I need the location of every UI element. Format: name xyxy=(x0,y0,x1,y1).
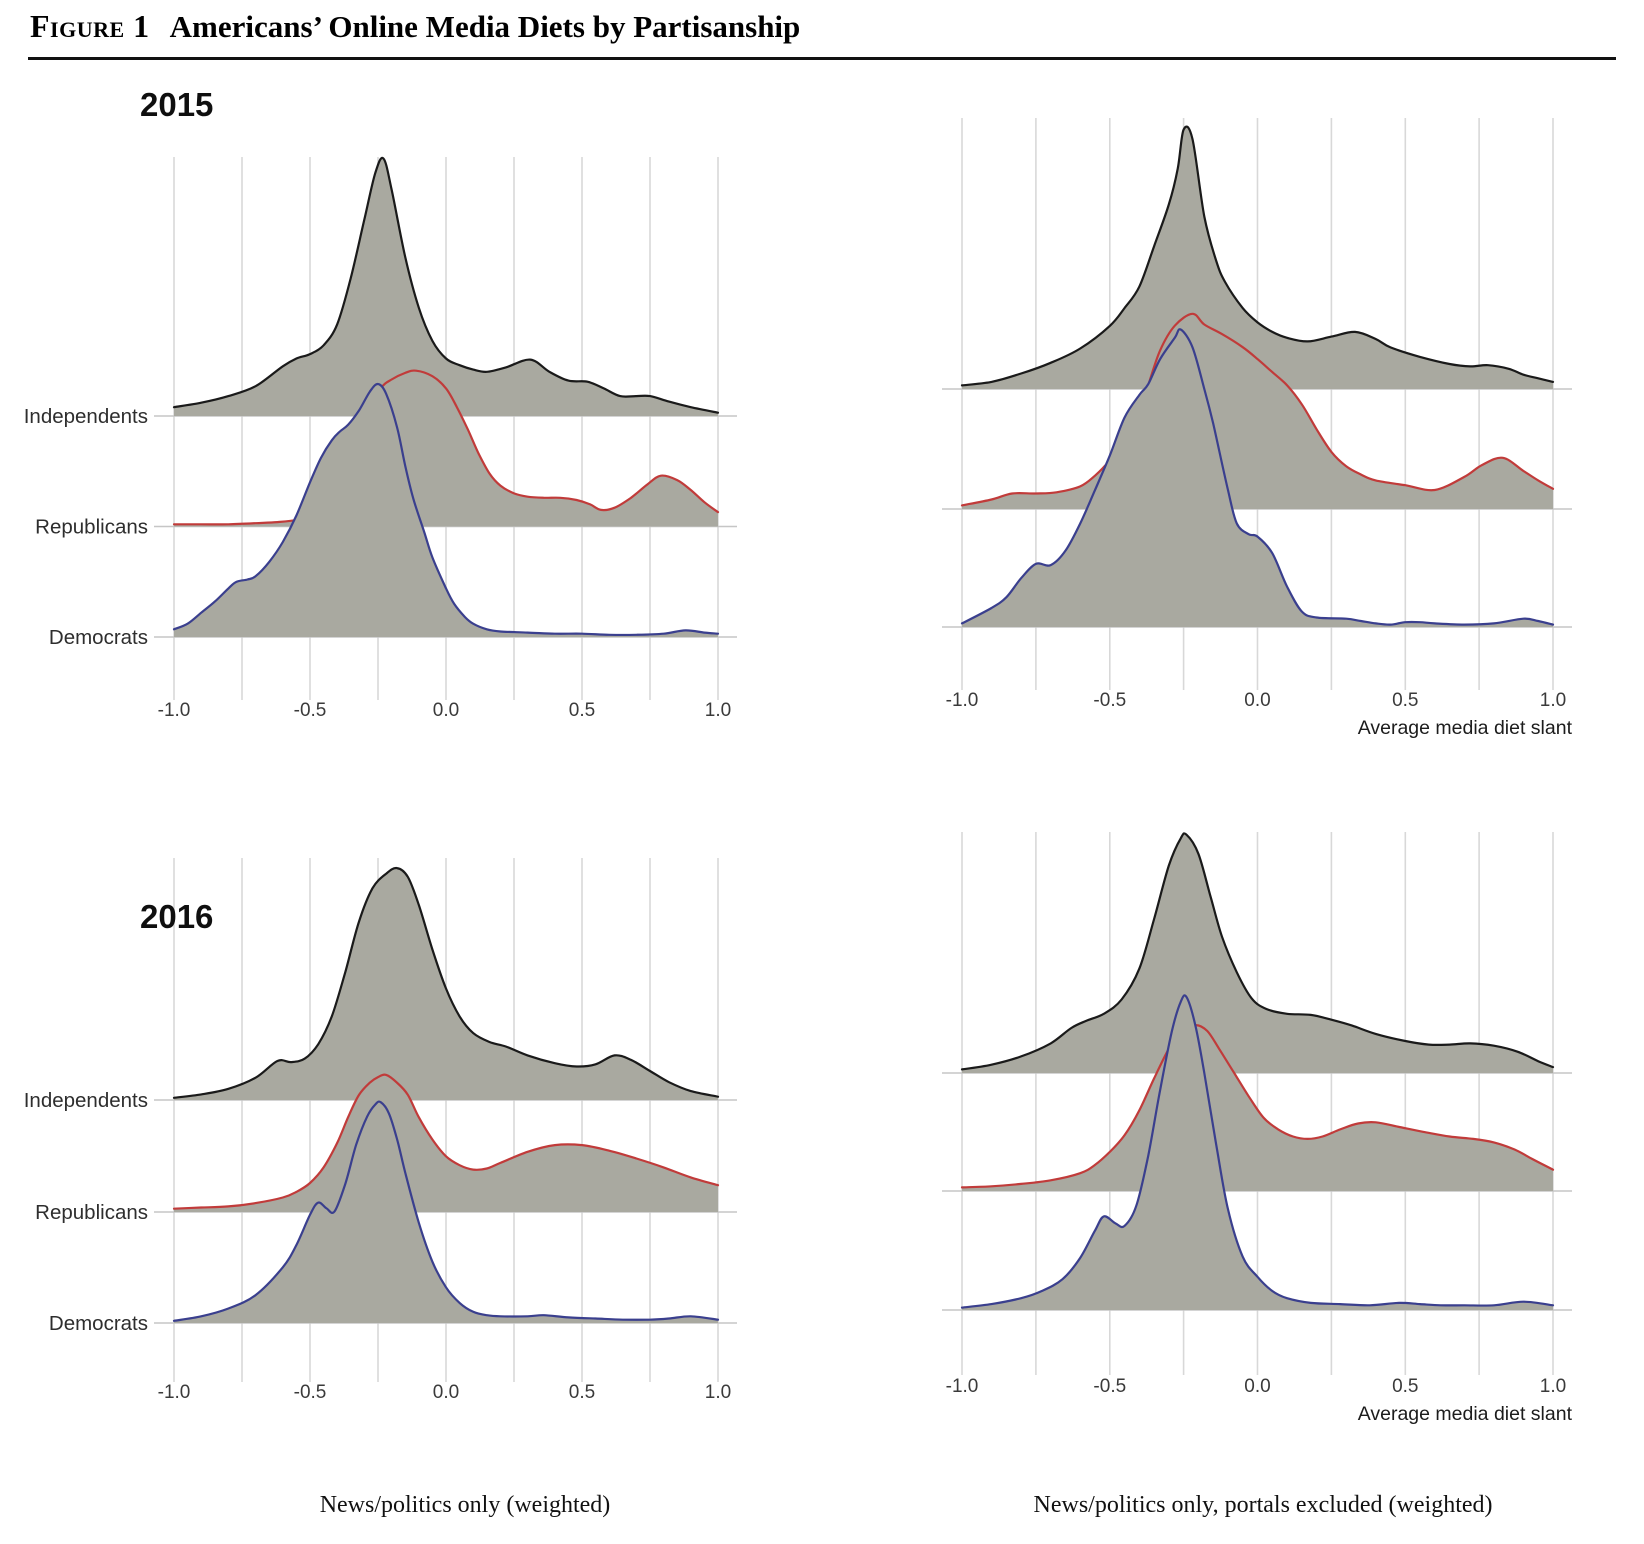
x-axis-label: Average media diet slant xyxy=(1358,717,1573,739)
x-tick-label: 0.5 xyxy=(1392,690,1418,711)
x-tick-label: -1.0 xyxy=(946,1376,979,1397)
x-tick-label: -0.5 xyxy=(1093,1376,1126,1397)
x-tick-label: 0.0 xyxy=(433,700,459,721)
year-label-2016: 2016 xyxy=(140,898,214,935)
caption-right-column: News/politics only, portals excluded (we… xyxy=(1033,1492,1493,1518)
x-tick-label: 1.0 xyxy=(1540,1376,1566,1397)
x-tick-label: 0.0 xyxy=(1244,690,1270,711)
figure-title: Americans’ Online Media Diets by Partisa… xyxy=(169,9,801,44)
x-tick-label: -1.0 xyxy=(158,700,191,721)
x-tick-label: -0.5 xyxy=(1093,690,1126,711)
row-label-republicans: Republicans xyxy=(35,1201,148,1224)
x-tick-label: 0.5 xyxy=(569,1382,595,1403)
header-rule xyxy=(28,57,1616,60)
x-tick-label: -1.0 xyxy=(946,690,979,711)
x-tick-label: 1.0 xyxy=(1540,690,1566,711)
row-label-independents: Independents xyxy=(24,405,148,428)
year-label-2015: 2015 xyxy=(140,86,214,123)
x-tick-label: 1.0 xyxy=(705,1382,731,1403)
x-tick-label: 0.0 xyxy=(433,1382,459,1403)
row-label-republicans: Republicans xyxy=(35,516,148,539)
x-axis-label: Average media diet slant xyxy=(1358,1403,1573,1425)
x-tick-label: 0.5 xyxy=(1392,1376,1418,1397)
caption-left-column: News/politics only (weighted) xyxy=(319,1492,611,1518)
x-tick-label: 0.0 xyxy=(1244,1376,1270,1397)
x-tick-label: -1.0 xyxy=(158,1382,191,1403)
x-tick-label: -0.5 xyxy=(294,1382,327,1403)
x-tick-label: 1.0 xyxy=(705,700,731,721)
x-tick-label: -0.5 xyxy=(294,700,327,721)
row-label-democrats: Democrats xyxy=(49,1312,148,1335)
row-label-independents: Independents xyxy=(24,1089,148,1112)
row-label-democrats: Democrats xyxy=(49,626,148,649)
figure-header: Figure 1 Americans’ Online Media Diets by… xyxy=(30,8,800,45)
x-tick-label: 0.5 xyxy=(569,700,595,721)
figure-label: Figure 1 xyxy=(30,8,150,44)
